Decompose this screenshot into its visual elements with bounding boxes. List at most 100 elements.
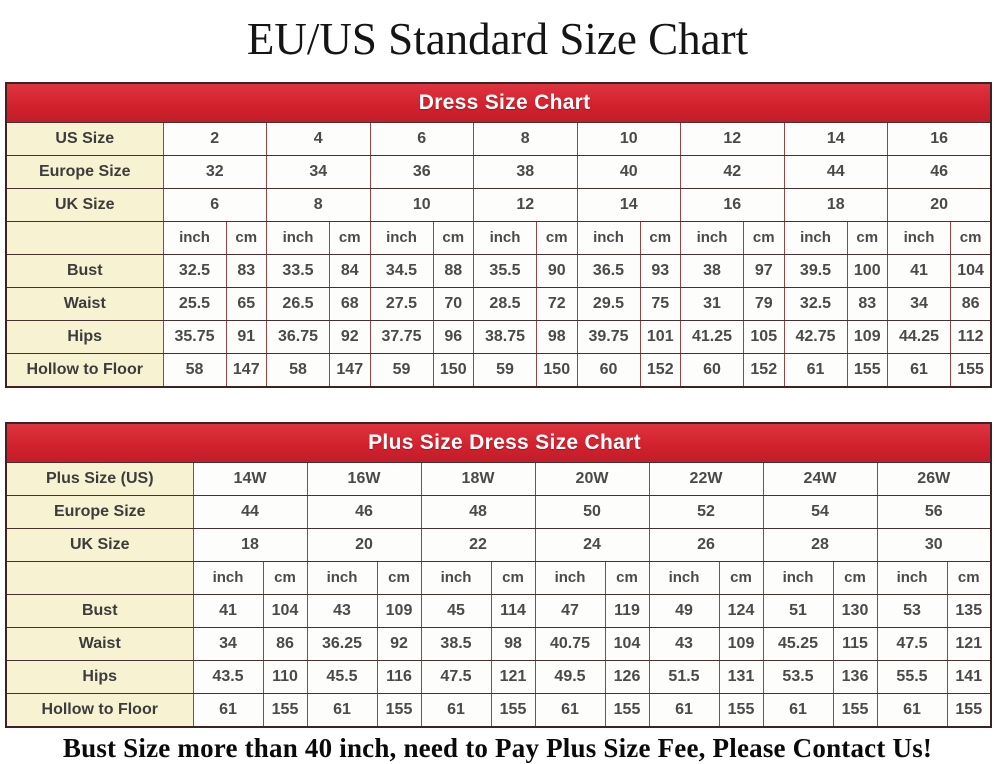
unit-inch-cell: inch <box>162 220 227 255</box>
measure-value-cell: 34 <box>192 626 264 661</box>
measure-row: Hollow to Floor 61 155 61 155 61 155 61 155 61 155… <box>5 692 992 728</box>
size-row: Europe Size 44 46 48 50 52 54 56 <box>5 494 992 529</box>
measure-value-cell: 41 <box>887 253 951 288</box>
measure-value-cell: 112 <box>950 319 992 354</box>
size-value-cell: 6 <box>369 121 474 156</box>
measure-value-cell: 109 <box>376 593 422 628</box>
measure-value-cell: 109 <box>718 626 764 661</box>
measure-value-cell: 101 <box>639 319 681 354</box>
measure-value-cell: 61 <box>420 692 492 728</box>
size-value-cell: 52 <box>648 494 764 529</box>
size-value-cell: 14W <box>192 461 308 496</box>
row-label-cell: UK Size <box>5 187 164 222</box>
measure-value-cell: 92 <box>376 626 422 661</box>
measure-value-cell: 79 <box>743 286 785 321</box>
measure-value-cell: 104 <box>950 253 992 288</box>
unit-cm-cell: cm <box>846 220 888 255</box>
row-label-cell: US Size <box>5 121 164 156</box>
measure-value-cell: 98 <box>490 626 536 661</box>
size-value-cell: 10 <box>369 187 474 222</box>
row-label-cell: Plus Size (US) <box>5 461 194 496</box>
measure-value-cell: 90 <box>536 253 578 288</box>
measure-value-cell: 26.5 <box>266 286 330 321</box>
size-value-cell: 16 <box>887 121 992 156</box>
measure-value-cell: 72 <box>536 286 578 321</box>
row-label-cell: Bust <box>5 593 194 628</box>
measure-value-cell: 61 <box>783 352 848 388</box>
size-value-cell: 42 <box>680 154 785 189</box>
size-value-cell: 18 <box>192 527 308 562</box>
unit-cm-cell: cm <box>946 560 992 595</box>
measure-value-cell: 42.75 <box>783 319 848 354</box>
measure-value-cell: 116 <box>376 659 422 694</box>
size-value-cell: 44 <box>192 494 308 529</box>
measure-value-cell: 47.5 <box>876 626 948 661</box>
row-label-cell: Hips <box>5 319 164 354</box>
size-value-cell: 36 <box>369 154 474 189</box>
measure-value-cell: 135 <box>946 593 992 628</box>
measure-value-cell: 61 <box>762 692 834 728</box>
measure-value-cell: 45.25 <box>762 626 834 661</box>
measure-value-cell: 51.5 <box>648 659 720 694</box>
measure-value-cell: 155 <box>946 692 992 728</box>
size-value-cell: 56 <box>876 494 992 529</box>
measure-value-cell: 40.75 <box>534 626 606 661</box>
unit-cm-cell: cm <box>490 560 536 595</box>
measure-value-cell: 147 <box>225 352 267 388</box>
size-value-cell: 14 <box>783 121 888 156</box>
size-value-cell: 24W <box>762 461 878 496</box>
measure-value-cell: 53 <box>876 593 948 628</box>
measure-value-cell: 65 <box>225 286 267 321</box>
measure-row: Hollow to Floor 58 147 58 147 59 150 59 150 60 152… <box>5 352 992 388</box>
footer-note: Bust Size more than 40 inch, need to Pay… <box>62 732 933 763</box>
measure-value-cell: 115 <box>832 626 878 661</box>
measure-value-cell: 155 <box>950 352 992 388</box>
row-label-cell: Europe Size <box>5 154 164 189</box>
measure-value-cell: 37.75 <box>369 319 434 354</box>
measure-value-cell: 147 <box>329 352 371 388</box>
measure-value-cell: 130 <box>832 593 878 628</box>
measure-value-cell: 152 <box>743 352 785 388</box>
measure-value-cell: 104 <box>262 593 308 628</box>
unit-cm-cell: cm <box>262 560 308 595</box>
unit-cm-cell: cm <box>718 560 764 595</box>
row-label-cell: UK Size <box>5 527 194 562</box>
measure-value-cell: 84 <box>329 253 371 288</box>
measure-value-cell: 25.5 <box>162 286 227 321</box>
measure-value-cell: 152 <box>639 352 681 388</box>
measure-value-cell: 38.75 <box>473 319 537 354</box>
measure-value-cell: 136 <box>832 659 878 694</box>
measure-value-cell: 59 <box>369 352 434 388</box>
size-value-cell: 8 <box>266 187 371 222</box>
measure-value-cell: 155 <box>604 692 650 728</box>
measure-value-cell: 59 <box>473 352 537 388</box>
size-value-cell: 18W <box>420 461 536 496</box>
unit-cm-cell: cm <box>225 220 267 255</box>
measure-value-cell: 34 <box>887 286 951 321</box>
measure-value-cell: 150 <box>432 352 474 388</box>
measure-value-cell: 100 <box>846 253 888 288</box>
measure-value-cell: 126 <box>604 659 650 694</box>
unit-cm-cell: cm <box>536 220 578 255</box>
unit-inch-cell: inch <box>420 560 492 595</box>
size-value-cell: 16 <box>680 187 785 222</box>
measure-value-cell: 155 <box>846 352 888 388</box>
size-value-cell: 16W <box>306 461 422 496</box>
size-value-cell: 24 <box>534 527 650 562</box>
measure-value-cell: 47.5 <box>420 659 492 694</box>
standard-size-chart-table: Dress Size Chart US Size 2 4 6 8 10 12 14 16 Europ… <box>5 81 993 388</box>
measure-value-cell: 155 <box>490 692 536 728</box>
measure-value-cell: 43.5 <box>192 659 264 694</box>
measure-value-cell: 36.5 <box>576 253 641 288</box>
plus-size-chart-table: Plus Size Dress Size Chart Plus Size (US)… <box>5 421 992 728</box>
row-label-cell: Bust <box>5 253 164 288</box>
size-value-cell: 38 <box>473 154 578 189</box>
measure-value-cell: 32.5 <box>783 286 848 321</box>
size-value-cell: 6 <box>162 187 267 222</box>
row-label-cell: Europe Size <box>5 494 194 529</box>
size-value-cell: 2 <box>162 121 267 156</box>
measure-value-cell: 109 <box>846 319 888 354</box>
measure-value-cell: 104 <box>604 626 650 661</box>
size-value-cell: 22 <box>420 527 536 562</box>
row-label-cell: Hollow to Floor <box>5 692 194 728</box>
